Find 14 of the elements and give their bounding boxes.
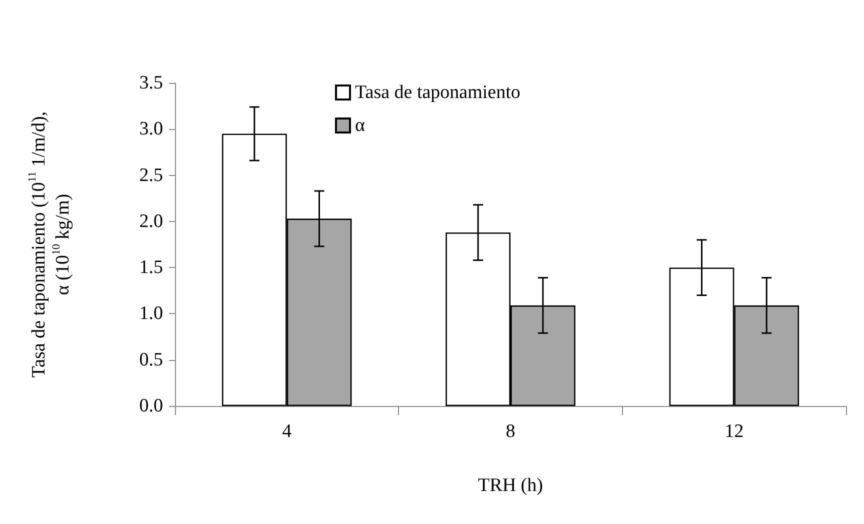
y-tick-label: 1.5 [139, 257, 163, 278]
y-tick-label: 0.5 [139, 349, 163, 370]
y-tick-label: 0.0 [139, 396, 163, 416]
y-tick-label: 3.0 [139, 118, 163, 140]
legend-label: Tasa de taponamiento [355, 82, 520, 103]
y-tick-label: 2.5 [139, 164, 163, 186]
x-axis-title: TRH (h) [478, 475, 543, 496]
y-tick-label: 3.5 [139, 72, 163, 94]
y-tick-label: 2.0 [139, 210, 163, 232]
x-tick-label: 4 [282, 421, 292, 442]
x-tick-label: 8 [506, 421, 516, 442]
legend-label: α [355, 115, 365, 136]
y-tick-label: 1.0 [139, 303, 163, 324]
x-tick-label: 12 [724, 421, 744, 442]
